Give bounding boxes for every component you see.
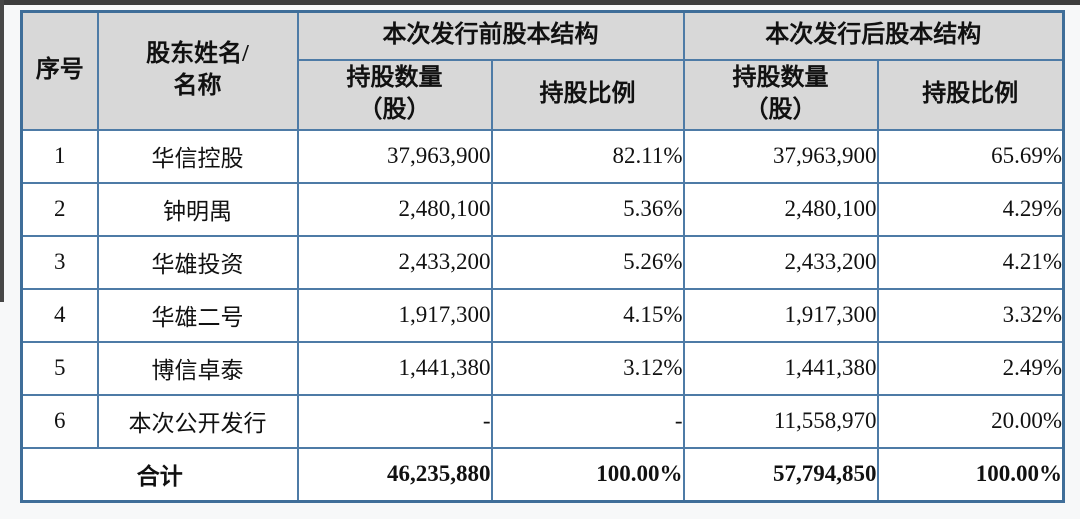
cell-total-post-pct: 100.00% xyxy=(876,446,1065,503)
cell-pre-qty: 2,480,100 xyxy=(296,181,493,237)
cell-serial: 6 xyxy=(20,393,99,449)
screenshot-top-edge xyxy=(0,0,1080,5)
cell-serial: 5 xyxy=(20,340,99,396)
share-structure-table: 序号 股东姓名/ 名称 本次发行前股本结构 本次发行后股本结构 持股数量 （股）… xyxy=(20,10,1065,503)
header-post-qty: 持股数量 （股） xyxy=(682,58,879,131)
cell-pre-qty: 37,963,900 xyxy=(296,128,493,184)
cell-post-qty: 1,917,300 xyxy=(682,287,879,343)
header-post-pct: 持股比例 xyxy=(876,58,1065,131)
cell-post-qty: 2,480,100 xyxy=(682,181,879,237)
table-row: 2 钟明禺 2,480,100 5.36% 2,480,100 4.29% xyxy=(20,181,1065,237)
cell-shareholder: 华雄投资 xyxy=(96,234,299,290)
cell-pre-pct: 82.11% xyxy=(490,128,685,184)
cell-shareholder: 本次公开发行 xyxy=(96,393,299,449)
header-shareholder-name: 股东姓名/ 名称 xyxy=(96,10,299,131)
cell-shareholder: 钟明禺 xyxy=(96,181,299,237)
cell-total-pre-pct: 100.00% xyxy=(490,446,685,503)
cell-post-pct: 65.69% xyxy=(876,128,1065,184)
cell-total-pre-qty: 46,235,880 xyxy=(296,446,493,503)
cell-post-pct: 20.00% xyxy=(876,393,1065,449)
header-pre-qty: 持股数量 （股） xyxy=(296,58,493,131)
cell-serial: 4 xyxy=(20,287,99,343)
cell-post-qty: 37,963,900 xyxy=(682,128,879,184)
cell-post-qty: 1,441,380 xyxy=(682,340,879,396)
cell-pre-qty: 2,433,200 xyxy=(296,234,493,290)
table-row: 4 华雄二号 1,917,300 4.15% 1,917,300 3.32% xyxy=(20,287,1065,343)
cell-pre-pct: - xyxy=(490,393,685,449)
cell-shareholder: 博信卓泰 xyxy=(96,340,299,396)
cell-total-label: 合计 xyxy=(20,446,299,503)
header-group-post-issuance: 本次发行后股本结构 xyxy=(682,10,1065,61)
cell-pre-qty: 1,441,380 xyxy=(296,340,493,396)
table-row: 6 本次公开发行 - - 11,558,970 20.00% xyxy=(20,393,1065,449)
header-group-pre-issuance: 本次发行前股本结构 xyxy=(296,10,685,61)
total-row: 合计 46,235,880 100.00% 57,794,850 100.00% xyxy=(20,446,1065,503)
cell-pre-pct: 5.36% xyxy=(490,181,685,237)
table-row: 3 华雄投资 2,433,200 5.26% 2,433,200 4.21% xyxy=(20,234,1065,290)
header-pre-pct: 持股比例 xyxy=(490,58,685,131)
cell-post-pct: 4.21% xyxy=(876,234,1065,290)
cell-serial: 3 xyxy=(20,234,99,290)
cell-post-qty: 2,433,200 xyxy=(682,234,879,290)
table-row: 1 华信控股 37,963,900 82.11% 37,963,900 65.6… xyxy=(20,128,1065,184)
cell-pre-qty: 1,917,300 xyxy=(296,287,493,343)
cell-pre-pct: 4.15% xyxy=(490,287,685,343)
cell-pre-pct: 3.12% xyxy=(490,340,685,396)
cell-post-pct: 4.29% xyxy=(876,181,1065,237)
cell-shareholder: 华信控股 xyxy=(96,128,299,184)
cell-post-qty: 11,558,970 xyxy=(682,393,879,449)
table-row: 5 博信卓泰 1,441,380 3.12% 1,441,380 2.49% xyxy=(20,340,1065,396)
cell-serial: 1 xyxy=(20,128,99,184)
cell-post-pct: 2.49% xyxy=(876,340,1065,396)
header-serial-number: 序号 xyxy=(20,10,99,131)
cell-post-pct: 3.32% xyxy=(876,287,1065,343)
cell-total-post-qty: 57,794,850 xyxy=(682,446,879,503)
cell-serial: 2 xyxy=(20,181,99,237)
cell-pre-qty: - xyxy=(296,393,493,449)
cell-shareholder: 华雄二号 xyxy=(96,287,299,343)
screenshot-left-edge xyxy=(0,0,4,302)
cell-pre-pct: 5.26% xyxy=(490,234,685,290)
